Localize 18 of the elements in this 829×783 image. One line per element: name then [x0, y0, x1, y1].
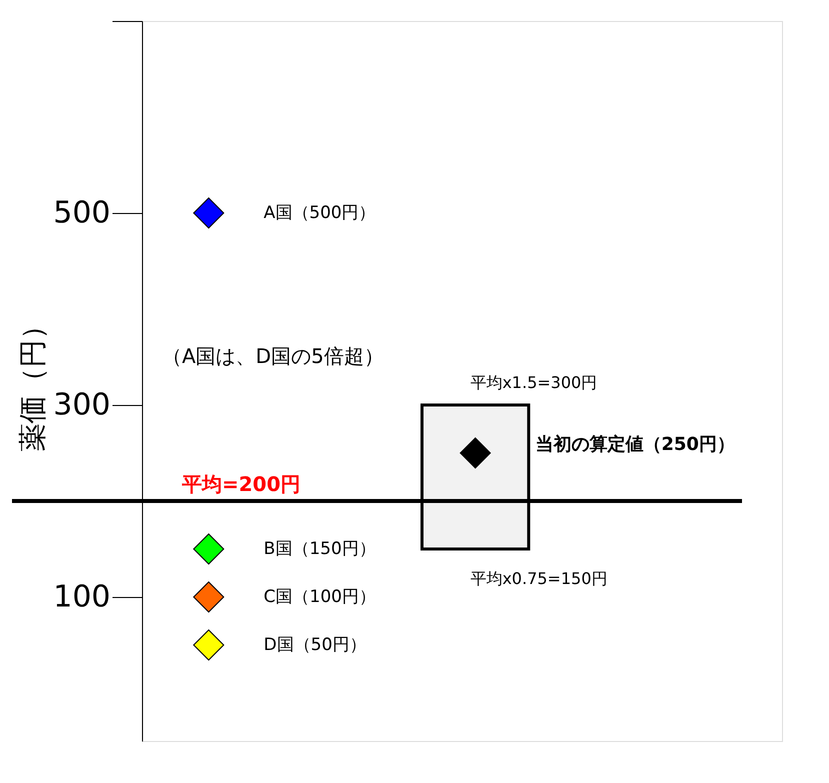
point	[460, 438, 491, 468]
point	[193, 582, 224, 612]
annotation: 平均x0.75=150円	[470, 569, 608, 588]
point	[193, 630, 224, 660]
y-tick-label: 300	[53, 388, 110, 422]
text: 当初の算定値（250円）	[535, 434, 735, 455]
text: B国（150円）	[264, 539, 376, 559]
annotation: （A国は、D国の5倍超）	[162, 344, 384, 368]
y-axis-title: 薬価（円）	[16, 312, 50, 452]
point	[193, 534, 224, 564]
ref-line-label: 平均=200円	[181, 472, 301, 496]
text: C国（100円）	[264, 587, 376, 607]
text: D国（50円）	[264, 635, 366, 655]
annotation: 平均x1.5=300円	[470, 373, 598, 392]
point	[193, 198, 224, 228]
y-tick-label: 100	[53, 580, 110, 614]
y-tick-label: 500	[53, 196, 110, 230]
text: A国（500円）	[264, 203, 376, 223]
